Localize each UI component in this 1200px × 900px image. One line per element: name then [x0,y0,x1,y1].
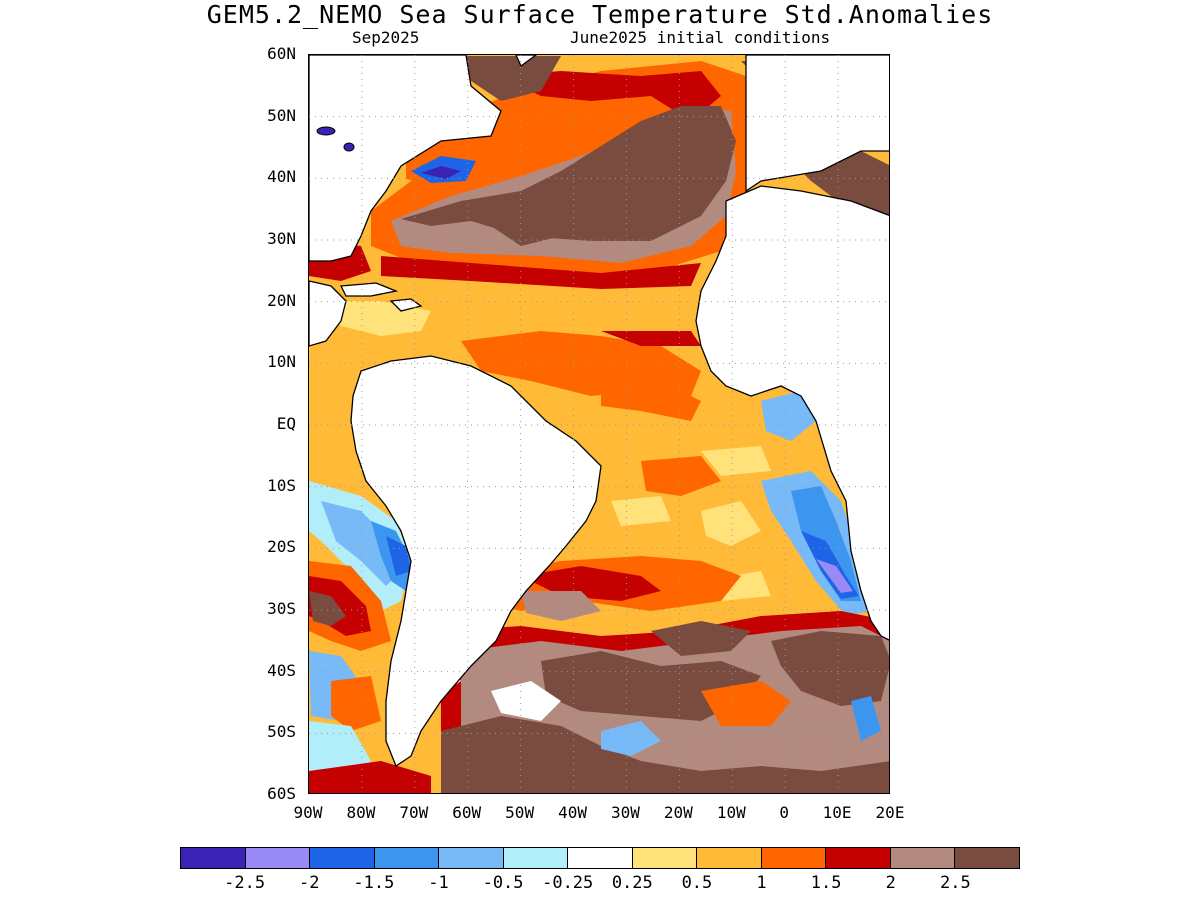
anomaly-contour [611,496,671,526]
land-mass [515,55,538,67]
colorbar-swatch [503,848,569,868]
longitude-tick-label: 50W [505,803,535,822]
colorbar-swatch [374,848,440,868]
longitude-tick-label: 20E [875,803,905,822]
anomaly-contour [521,591,601,621]
colorbar-label: -0.5 [482,873,524,893]
anomaly-contour [761,391,816,441]
anomaly-contour [701,681,791,726]
anomaly-contour [309,761,431,793]
map-panel [308,54,890,794]
longitude-tick-label: 10E [822,803,852,822]
anomaly-contour [491,681,561,721]
longitude-tick-label: 30W [611,803,640,822]
anomaly-contour [491,196,576,246]
anomaly-contour [701,501,761,546]
anomaly-map [309,55,889,793]
colorbar-swatch [955,848,1019,868]
colorbar-swatch [310,848,375,868]
land-mass [309,280,347,347]
colorbar-swatch [245,848,311,868]
anomaly-contour [601,721,661,756]
initial-conditions: June2025 initial conditions [570,28,831,47]
colorbar-label: -1 [428,873,449,893]
colorbar-swatch [890,848,956,868]
colorbar-label: 0.5 [681,873,713,893]
longitude-tick-label: 10W [716,803,746,822]
anomaly-contour [381,256,701,289]
lake [343,142,355,152]
colorbar-swatch [697,848,762,868]
lake [316,126,336,136]
anomaly-contour [331,676,381,731]
anomaly-contour [601,331,701,346]
anomaly-contour [701,446,771,476]
latitude-tick-label: 20S [267,537,296,557]
anomaly-contour [401,106,736,241]
land-masses [309,55,889,767]
latitude-tick-label: 50S [267,722,296,742]
colorbar [180,847,1020,869]
longitude-tick-label: 40W [558,803,587,822]
forecast-month: Sep2025 [352,28,420,47]
longitude-tick-label: 60W [452,803,482,822]
longitude-tick-label: 90W [293,803,323,822]
longitude-tick-label: 80W [346,803,376,822]
longitude-tick-label: 20W [663,803,693,822]
anomaly-contour [651,621,751,656]
anomaly-contour [466,56,561,101]
colorbar-swatch [439,848,504,868]
colorbar-label: -1.5 [353,873,395,893]
latitude-tick-label: 60N [267,44,296,63]
colorbar-label: 0.25 [611,873,653,893]
colorbar-swatch [632,848,698,868]
anomaly-contour [421,166,461,179]
anomaly-contour [851,696,881,741]
anomaly-contour [461,331,701,396]
latitude-tick-label: 20N [267,290,296,310]
colorbar-label: 1.5 [810,873,842,893]
anomaly-contour [321,501,401,586]
latitude-tick-label: 30S [267,599,296,618]
latitude-tick-label: 10S [267,475,296,495]
colorbar-swatch [181,848,246,868]
anomaly-contour [386,536,411,576]
anomaly-contour [541,651,761,721]
chart-title: GEM5.2_NEMO Sea Surface Temperature Std.… [206,0,994,29]
longitude-tick-label: 0 [779,803,789,822]
latitude-tick-label: 40S [267,660,296,680]
latitude-tick-label: 60S [267,784,296,803]
gridlines [309,55,889,793]
anomaly-contour [309,591,346,626]
colorbar-label: -0.25 [542,873,594,893]
colorbar-label: -2.5 [224,873,266,893]
longitude-tick-label: 70W [399,803,429,822]
colorbar-swatch [761,848,827,868]
colorbar-label: 2 [885,873,896,893]
anomaly-contour [501,71,721,121]
latitude-tick-label: 40N [267,167,296,187]
anomaly-contour [441,716,889,793]
latitude-tick-label: 50N [267,105,296,125]
colorbar-swatch [826,848,891,868]
land-mass [695,185,889,641]
latitude-tick-label: 30N [267,229,296,248]
anomaly-contour [641,456,721,496]
colorbar-label: 2.5 [940,873,971,893]
colorbar-swatch [568,848,633,868]
anomaly-contour [816,559,853,593]
land-mass [339,282,399,297]
anomaly-contour [771,631,889,706]
colorbar-label: 1 [756,873,767,893]
land-mass [350,355,602,767]
latitude-tick-label: EQ [276,414,296,433]
latitude-tick-label: 10N [267,352,296,372]
land-mass [389,298,423,312]
land-mass [745,55,889,193]
colorbar-label: -2 [298,873,320,893]
